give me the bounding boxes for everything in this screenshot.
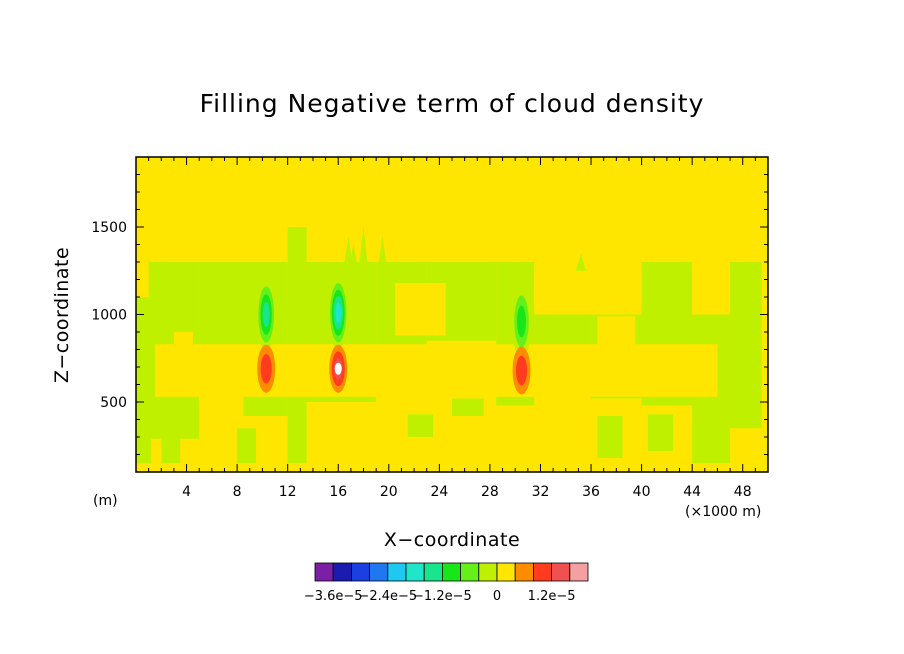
green-band [136, 297, 152, 464]
green-band [407, 414, 434, 437]
y-tick-label: 500 [100, 395, 127, 411]
x-tick-label: 44 [683, 484, 701, 500]
colorbar-swatch [350, 562, 370, 582]
y-tick-label: 1500 [91, 220, 127, 236]
feature-contour [262, 301, 270, 328]
green-band [730, 262, 762, 429]
colorbar-swatch [533, 562, 553, 582]
colorbar-swatch [423, 562, 443, 582]
green-spike [575, 253, 586, 271]
colorbar-swatch [551, 562, 571, 582]
y-tick-label: 1000 [91, 308, 127, 324]
colorbar-swatch [332, 562, 352, 582]
colorbar-swatch [496, 562, 516, 582]
x-unit-label: (m) [93, 493, 118, 509]
x-tick-label: 12 [279, 484, 297, 500]
x-tick-label: 8 [233, 484, 242, 500]
green-band [452, 398, 484, 416]
x-axis-ticks: 4 8 12 16 20 24 28 32 36 40 44 48 [148, 157, 756, 500]
colorbar-swatch [460, 562, 480, 582]
feature-contour [515, 355, 528, 386]
colorbar-swatch [569, 562, 589, 582]
feature-contour [335, 302, 342, 324]
green-band [237, 428, 257, 464]
colorbar-label: −3.6e−5 [304, 589, 363, 604]
colorbar-swatch [441, 562, 461, 582]
green-spike [348, 244, 359, 271]
green-band [161, 410, 181, 464]
yellow-pocket [395, 283, 446, 336]
x-tick-label: 20 [380, 484, 398, 500]
green-spike [358, 227, 369, 271]
colorbar-swatch [514, 562, 534, 582]
x-tick-label: 48 [734, 484, 752, 500]
colorbar-label: 0 [493, 589, 501, 604]
colorbar-swatch [405, 562, 425, 582]
x-scale-label: (×1000 m) [685, 504, 761, 520]
y-axis-label: Z−coordinate [51, 247, 73, 383]
x-tick-label: 32 [532, 484, 550, 500]
feature-contour [260, 353, 272, 384]
feature-contour [517, 305, 526, 338]
y-axis-ticks: 500 1000 1500 [91, 174, 768, 455]
x-axis-label: X−coordinate [384, 529, 520, 551]
x-tick-label: 28 [481, 484, 499, 500]
x-tick-label: 36 [582, 484, 600, 500]
x-tick-label: 40 [633, 484, 651, 500]
green-spike [289, 227, 299, 271]
x-tick-label: 24 [430, 484, 448, 500]
green-spike [377, 235, 388, 271]
colorbar-swatch [369, 562, 389, 582]
contour-field [136, 227, 762, 464]
colorbar-swatch [478, 562, 498, 582]
colorbar-label: −1.2e−5 [413, 589, 472, 604]
yellow-pocket [597, 316, 636, 346]
green-band [647, 414, 674, 451]
chart-title: Filling Negative term of cloud density [200, 89, 705, 118]
feature-core [334, 362, 342, 375]
colorbar: −3.6e−5−2.4e−5−1.2e−5 0 1.2e−5 [304, 562, 589, 604]
green-band [597, 416, 623, 458]
yellow-band [154, 344, 718, 397]
colorbar-label: 1.2e−5 [528, 589, 576, 604]
colorbar-swatch [387, 562, 407, 582]
x-tick-label: 4 [182, 484, 191, 500]
colorbar-swatch [314, 562, 334, 582]
x-tick-label: 16 [329, 484, 347, 500]
colorbar-label: −2.4e−5 [358, 589, 417, 604]
